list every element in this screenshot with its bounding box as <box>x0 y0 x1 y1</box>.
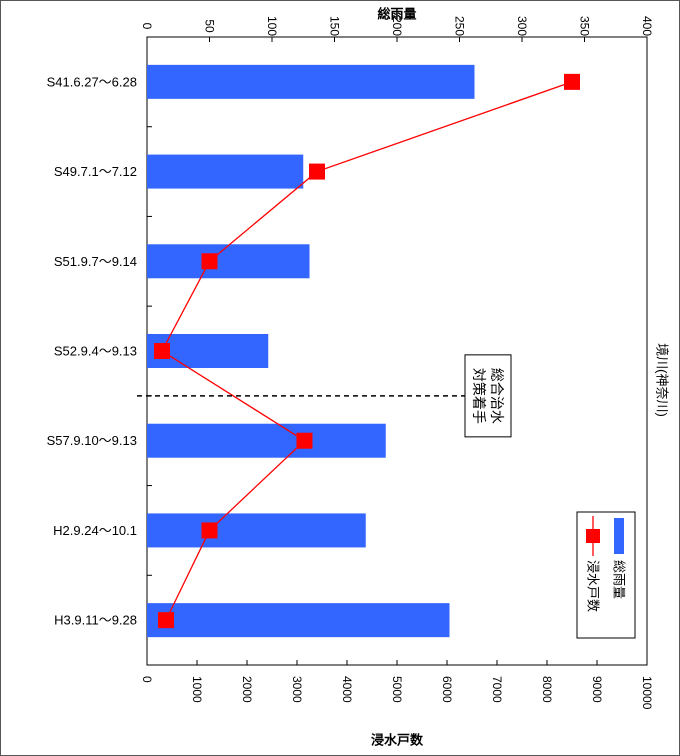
top-axis-tick-label: 100 <box>265 16 279 36</box>
flooded-houses-marker <box>201 253 218 270</box>
bottom-axis-tick-label: 6000 <box>440 676 454 703</box>
rainfall-bar <box>147 603 450 638</box>
bottom-axis-tick-label: 7000 <box>490 676 504 703</box>
category-label: H3.9.11～9.28 <box>54 613 137 628</box>
annotation-text: 対策着手 <box>471 368 487 424</box>
rainfall-bar <box>147 423 386 458</box>
top-axis-tick-label: 300 <box>515 16 529 36</box>
flooded-houses-marker <box>309 163 325 180</box>
category-label: S57.9.10～9.13 <box>47 433 137 448</box>
top-axis-tick-label: 0 <box>140 23 154 30</box>
annotation-box <box>464 354 512 438</box>
category-label: S52.9.4～9.13 <box>54 344 137 359</box>
category-label: S49.7.1～7.12 <box>54 164 137 179</box>
bottom-axis-tick-label: 10000 <box>640 676 654 710</box>
legend-rainfall-swatch <box>614 518 624 554</box>
bottom-axis-tick-label: 3000 <box>290 676 304 703</box>
top-axis-title: 総雨量 <box>377 7 416 22</box>
chart-side-label: 境川(神奈川) <box>655 343 670 417</box>
flooded-houses-marker <box>201 522 218 539</box>
flooded-houses-marker <box>158 612 174 629</box>
top-axis-tick-label: 200 <box>390 16 404 36</box>
bottom-axis-tick-label: 9000 <box>590 676 604 703</box>
top-axis-tick-label: 150 <box>328 16 342 36</box>
bottom-axis-tick-label: 1000 <box>190 676 204 703</box>
flooded-houses-marker <box>564 73 580 90</box>
flooded-houses-marker <box>154 343 170 359</box>
top-axis-tick-label: 400 <box>640 16 654 36</box>
bottom-axis-tick-label: 5000 <box>390 676 404 703</box>
category-label: S41.6.27～6.28 <box>47 74 137 89</box>
rainfall-bar <box>147 64 475 99</box>
category-label: S51.9.7～9.14 <box>54 254 137 269</box>
rainfall-bar <box>147 154 304 189</box>
rainfall-bar <box>147 244 310 279</box>
top-axis-tick-label: 350 <box>578 16 592 36</box>
top-axis-tick-label: 50 <box>203 19 217 33</box>
category-label: H2.9.24～10.1 <box>53 523 137 538</box>
legend-rainfall-label: 総雨量 <box>612 560 627 599</box>
bottom-axis-title: 浸水戸数 <box>371 733 424 748</box>
legend-flood-label: 浸水戸数 <box>586 560 601 612</box>
top-axis-tick-label: 250 <box>453 16 467 36</box>
bottom-axis-tick-label: 8000 <box>540 676 554 703</box>
rainfall-bar <box>147 513 366 548</box>
bottom-axis-tick-label: 2000 <box>240 676 254 703</box>
flooded-houses-marker <box>296 432 313 449</box>
legend-flood-marker <box>586 529 600 543</box>
bottom-axis-tick-label: 0 <box>140 676 154 683</box>
bottom-axis-tick-label: 4000 <box>340 676 354 703</box>
annotation-text: 総合治水 <box>489 368 505 424</box>
